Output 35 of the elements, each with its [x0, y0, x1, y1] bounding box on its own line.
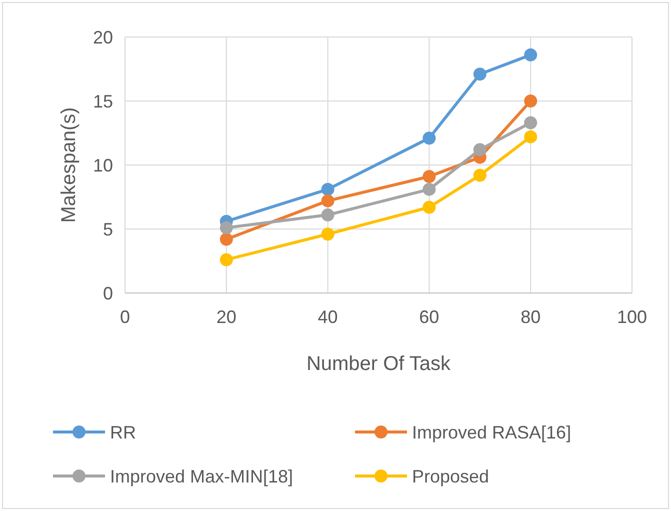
legend-label: Improved Max-MIN[18] — [110, 466, 294, 486]
y-tick-label: 15 — [92, 91, 113, 112]
legend-label: Improved RASA[16] — [412, 422, 572, 442]
point — [422, 170, 436, 184]
legend-label: RR — [110, 422, 136, 442]
x-tick-label: 20 — [216, 307, 236, 327]
x-tick-label: 40 — [318, 307, 338, 327]
x-tick-label: 80 — [520, 307, 541, 327]
legend-label: Proposed — [412, 466, 490, 486]
point — [220, 221, 233, 234]
point — [220, 253, 233, 266]
y-tick-label: 5 — [102, 219, 113, 240]
point — [321, 194, 334, 208]
x-tick-label: 100 — [616, 307, 648, 327]
point — [473, 68, 486, 81]
point — [422, 182, 436, 196]
point — [321, 208, 334, 222]
y-tick-label: 0 — [102, 283, 113, 304]
point — [524, 130, 538, 144]
point — [473, 168, 486, 182]
point — [473, 143, 486, 156]
x-axis-title: Number Of Task — [306, 353, 452, 375]
point — [321, 228, 334, 241]
y-axis-title: Makespan(s) — [58, 107, 80, 223]
y-tick-label: 20 — [92, 27, 113, 48]
y-tick-label: 10 — [92, 155, 113, 176]
point — [220, 232, 233, 246]
point — [422, 132, 436, 145]
x-tick-label: 0 — [120, 307, 130, 327]
point — [524, 116, 538, 130]
point — [524, 94, 538, 108]
point — [321, 182, 334, 196]
point — [524, 48, 538, 62]
x-tick-label: 60 — [419, 307, 440, 327]
point — [422, 200, 436, 214]
